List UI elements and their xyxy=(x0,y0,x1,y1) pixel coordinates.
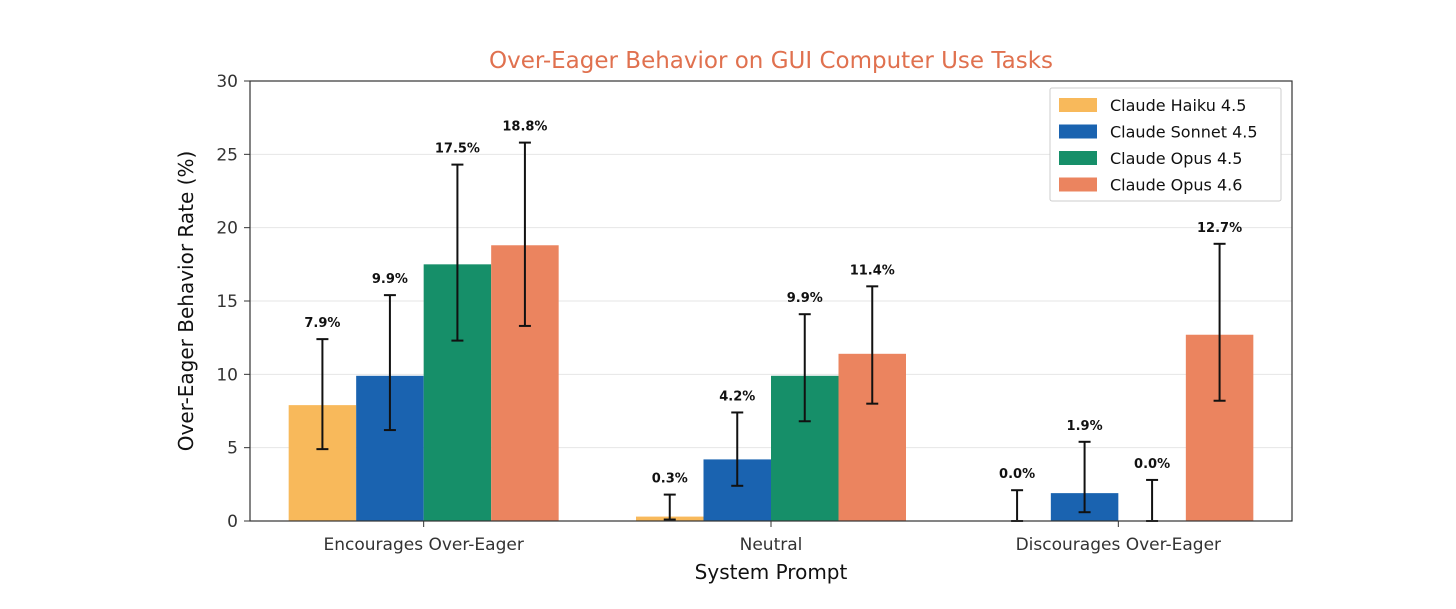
legend-label: Claude Haiku 4.5 xyxy=(1110,96,1246,115)
data-label: 9.9% xyxy=(372,272,408,287)
legend-box xyxy=(1049,87,1282,202)
y-axis: 0 5 10 15 20 25 30 xyxy=(216,72,250,532)
x-axis: Encourages Over-Eager Neutral Discourages … xyxy=(324,521,1221,555)
legend-label: Claude Opus 4.5 xyxy=(1110,149,1242,168)
data-label: 9.9% xyxy=(787,291,823,306)
y-tick-label: 30 xyxy=(216,72,238,92)
x-tick-label: Discourages Over-Eager xyxy=(1016,535,1221,555)
y-tick-label: 10 xyxy=(216,365,238,385)
legend: Claude Haiku 4.5 Claude Sonnet 4.5 Claude … xyxy=(1049,87,1282,202)
legend-label: Claude Sonnet 4.5 xyxy=(1110,123,1258,142)
y-tick-label: 25 xyxy=(216,145,238,165)
data-label: 12.7% xyxy=(1197,221,1242,236)
data-label: 11.4% xyxy=(850,263,895,278)
x-tick-label: Encourages Over-Eager xyxy=(324,535,524,555)
bars xyxy=(288,245,1254,521)
legend-swatch xyxy=(1059,124,1097,139)
legend-swatch xyxy=(1059,151,1097,165)
data-label: 1.9% xyxy=(1067,419,1103,434)
legend-swatch xyxy=(1059,177,1097,192)
y-tick-label: 5 xyxy=(227,439,238,459)
x-axis-title: System Prompt xyxy=(695,560,848,584)
y-tick-label: 15 xyxy=(216,292,238,312)
data-label: 7.9% xyxy=(304,316,340,331)
data-label: 0.0% xyxy=(999,467,1035,482)
y-axis-title: Over-Eager Behavior Rate (%) xyxy=(174,151,198,452)
chart-title: Over-Eager Behavior on GUI Computer Use … xyxy=(489,48,1053,74)
x-tick-label: Neutral xyxy=(740,535,803,555)
legend-swatch xyxy=(1059,98,1097,112)
legend-label: Claude Opus 4.6 xyxy=(1110,176,1242,195)
data-label: 17.5% xyxy=(435,142,480,157)
data-label: 18.8% xyxy=(502,120,547,135)
data-label: 4.2% xyxy=(719,389,755,404)
error-bars xyxy=(316,141,1226,522)
bar-labels: 7.9% 9.9% 17.5% 18.8% 0.3% 4.2% 9.9% 11.4% 0.0% 1… xyxy=(304,120,1242,487)
y-tick-label: 0 xyxy=(227,512,238,532)
y-tick-label: 20 xyxy=(216,219,238,239)
data-label: 0.3% xyxy=(652,472,688,487)
data-label: 0.0% xyxy=(1134,457,1170,472)
